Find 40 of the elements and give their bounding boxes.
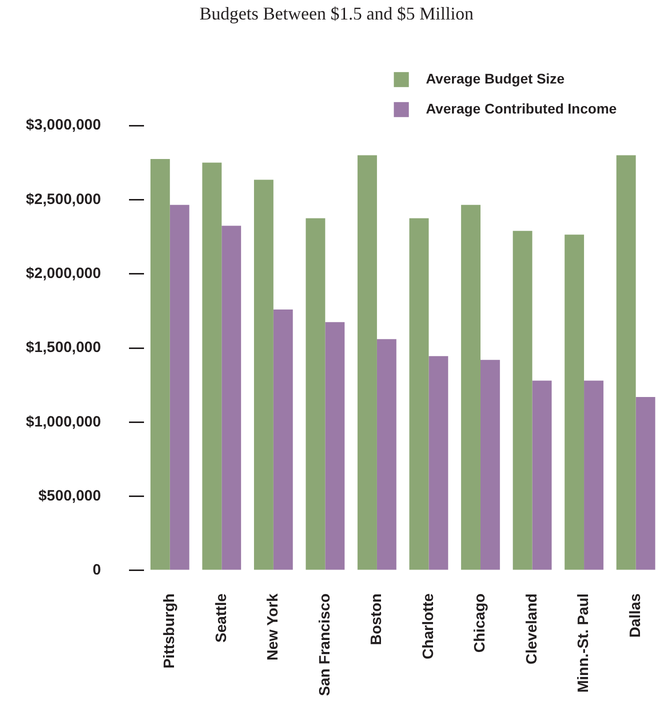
bar (616, 155, 636, 570)
y-tick-label: $2,000,000 (26, 265, 101, 282)
y-tick-label: $1,000,000 (26, 413, 101, 430)
x-tick-label: Cleveland (523, 593, 540, 664)
legend-label: Average Contributed Income (426, 100, 617, 116)
x-tick-label: Minn.-St. Paul (575, 593, 592, 693)
y-tick-label: $1,500,000 (26, 339, 101, 356)
bar (202, 162, 222, 570)
y-tick-label: $2,500,000 (26, 190, 101, 208)
x-tick-label: Seattle (212, 593, 230, 643)
bar (532, 380, 552, 570)
x-tick-label: Chicago (472, 593, 489, 653)
bar (150, 158, 170, 570)
y-tick-label: $3,000,000 (26, 116, 101, 134)
legend-label: Average Budget Size (426, 70, 565, 86)
y-tick-label: 0 (92, 562, 101, 579)
bar (170, 204, 190, 570)
bar (306, 218, 326, 570)
x-tick-label: New York (264, 592, 282, 660)
bar (428, 356, 448, 570)
bar (584, 380, 604, 570)
x-tick-label: Dallas (626, 593, 644, 638)
bar (409, 218, 429, 570)
bar (564, 234, 584, 570)
bar (636, 396, 656, 570)
bar (254, 180, 274, 570)
chart-title: Budgets Between $1.5 and $5 Million (200, 4, 474, 24)
x-tick-label: Boston (368, 593, 386, 646)
bar (325, 322, 345, 570)
bar (512, 230, 532, 570)
x-tick-label: Charlotte (420, 593, 437, 660)
bar (461, 204, 480, 570)
bar (376, 339, 396, 570)
y-tick-label: $500,000 (38, 487, 101, 504)
bar (480, 360, 500, 570)
x-tick-label: Pittsburgh (161, 593, 178, 668)
bar (273, 309, 293, 570)
x-tick-label: San Francisco (316, 593, 334, 696)
bar (358, 155, 377, 570)
bar (222, 226, 242, 570)
